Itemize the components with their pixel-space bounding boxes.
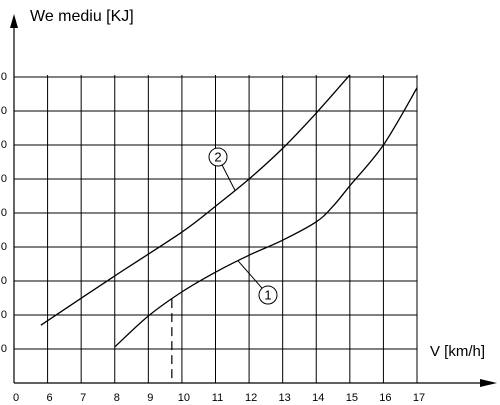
line-series bbox=[40, 74, 351, 326]
y-tick-label: 0 bbox=[1, 71, 7, 83]
label-leader bbox=[221, 164, 236, 191]
y-tick-label: 0 bbox=[1, 105, 7, 117]
label-leader bbox=[237, 260, 263, 289]
line-series bbox=[114, 87, 418, 348]
x-tick-label: 12 bbox=[245, 392, 257, 404]
x-tick-label: 9 bbox=[147, 392, 153, 404]
x-tick-label: 0 bbox=[13, 392, 19, 404]
x-tick-label: 11 bbox=[212, 392, 223, 404]
x-tick-label: 13 bbox=[279, 392, 291, 404]
legend-label: 1 bbox=[264, 287, 271, 302]
y-tick-label: 0 bbox=[1, 309, 7, 321]
x-tick-label: 17 bbox=[413, 392, 425, 404]
x-tick-label: 8 bbox=[114, 392, 120, 404]
x-axis-arrow bbox=[480, 379, 497, 387]
x-tick-label: 7 bbox=[80, 392, 86, 404]
y-tick-label: 0 bbox=[1, 343, 7, 355]
y-tick-label: 0 bbox=[1, 275, 7, 287]
y-axis-label: We mediu [KJ] bbox=[30, 8, 134, 25]
legend-label: 2 bbox=[214, 149, 221, 164]
x-tick-label: 6 bbox=[47, 392, 53, 404]
y-tick-label: 0 bbox=[1, 139, 7, 151]
x-tick-label: 15 bbox=[346, 392, 358, 404]
x-tick-label: 10 bbox=[178, 392, 190, 404]
y-tick-label: 0 bbox=[1, 173, 7, 185]
x-axis-label: V [km/h] bbox=[430, 343, 485, 360]
x-tick-label: 16 bbox=[379, 392, 391, 404]
y-tick-label: 0 bbox=[1, 207, 7, 219]
label-circle bbox=[208, 147, 228, 167]
y-axis-arrow bbox=[10, 14, 18, 28]
label-circle bbox=[258, 285, 278, 305]
x-tick-label: 14 bbox=[312, 392, 324, 404]
y-tick-label: 0 bbox=[1, 241, 7, 253]
